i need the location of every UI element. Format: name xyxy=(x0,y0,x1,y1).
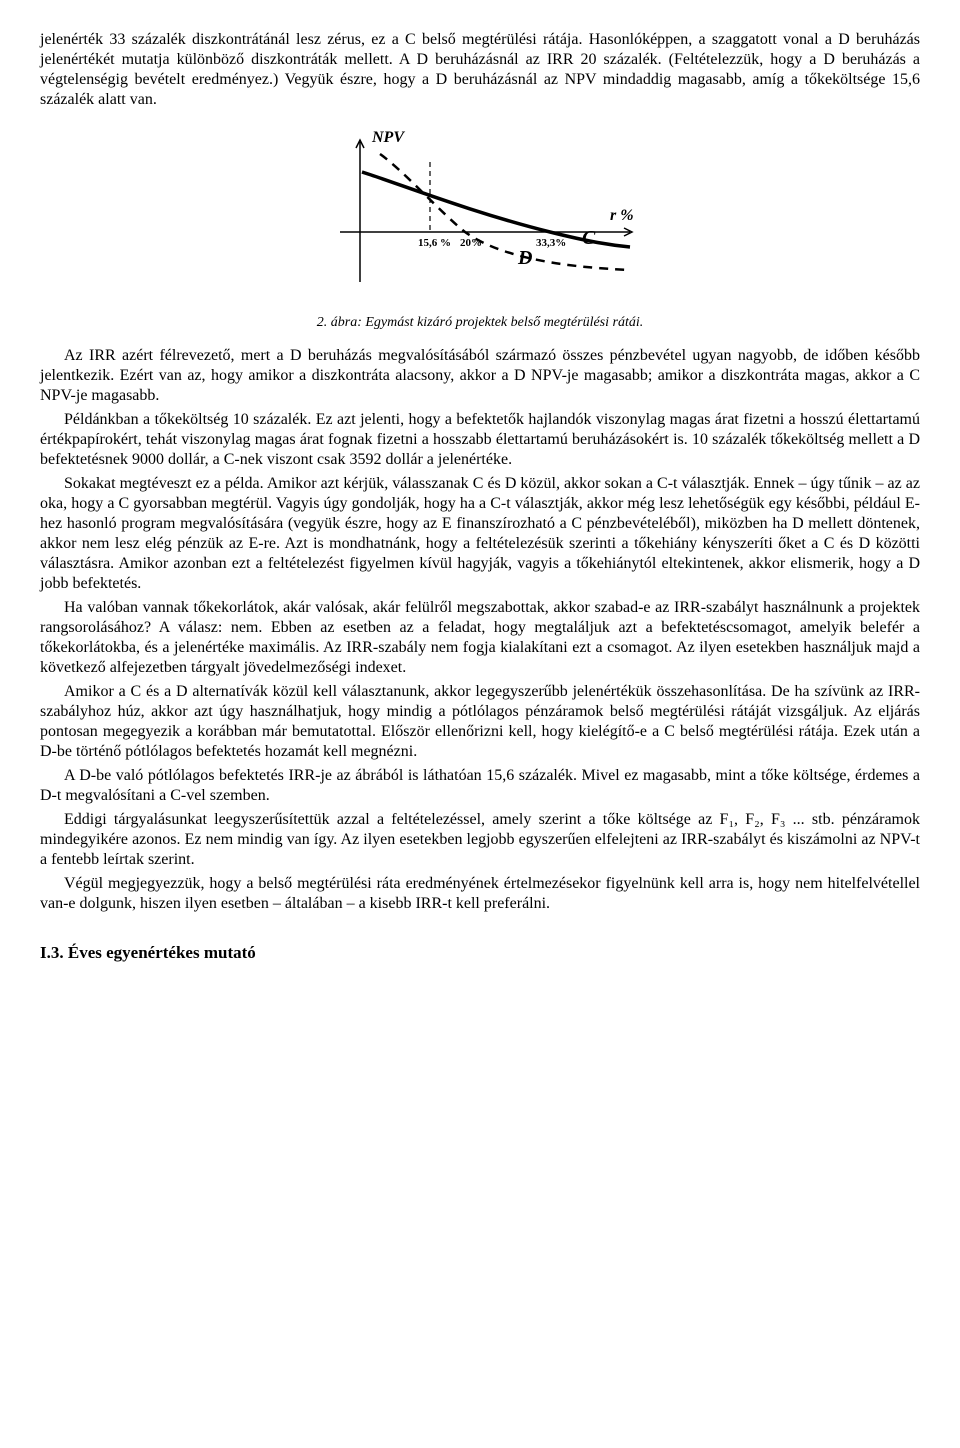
paragraph-5: Ha valóban vannak tőkekorlátok, akár val… xyxy=(40,598,920,678)
paragraph-3: Példánkban a tőkeköltség 10 százalék. Ez… xyxy=(40,410,920,470)
paragraph-8: Eddigi tárgyalásunkat leegyszerűsítettük… xyxy=(40,810,920,870)
label-d: D xyxy=(517,247,532,269)
xtick-2: 33,3% xyxy=(536,237,566,249)
paragraph-7: A D-be való pótlólagos befektetés IRR-je… xyxy=(40,766,920,806)
xtick-1: 20% xyxy=(460,237,482,249)
paragraph-9: Végül megjegyezzük, hogy a belső megtérü… xyxy=(40,874,920,914)
xtick-0: 15,6 % xyxy=(418,237,451,249)
chart-ylabel: NPV xyxy=(371,129,405,146)
paragraph-2: Az IRR azért félrevezető, mert a D beruh… xyxy=(40,346,920,406)
paragraph-6: Amikor a C és a D alternatívák közül kel… xyxy=(40,682,920,762)
npv-chart: NPV r % 15,6 % 20% 33,3% C D xyxy=(40,122,920,308)
paragraph-1: jelenérték 33 százalék diszkontrátánál l… xyxy=(40,30,920,110)
paragraph-4: Sokakat megtéveszt ez a példa. Amikor az… xyxy=(40,474,920,594)
figure-caption: 2. ábra: Egymást kizáró projektek belső … xyxy=(40,314,920,332)
section-heading: I.3. Éves egyenértékes mutató xyxy=(40,942,920,963)
label-c: C xyxy=(582,227,596,249)
curve-d xyxy=(380,154,630,270)
chart-xlabel: r % xyxy=(610,207,634,224)
